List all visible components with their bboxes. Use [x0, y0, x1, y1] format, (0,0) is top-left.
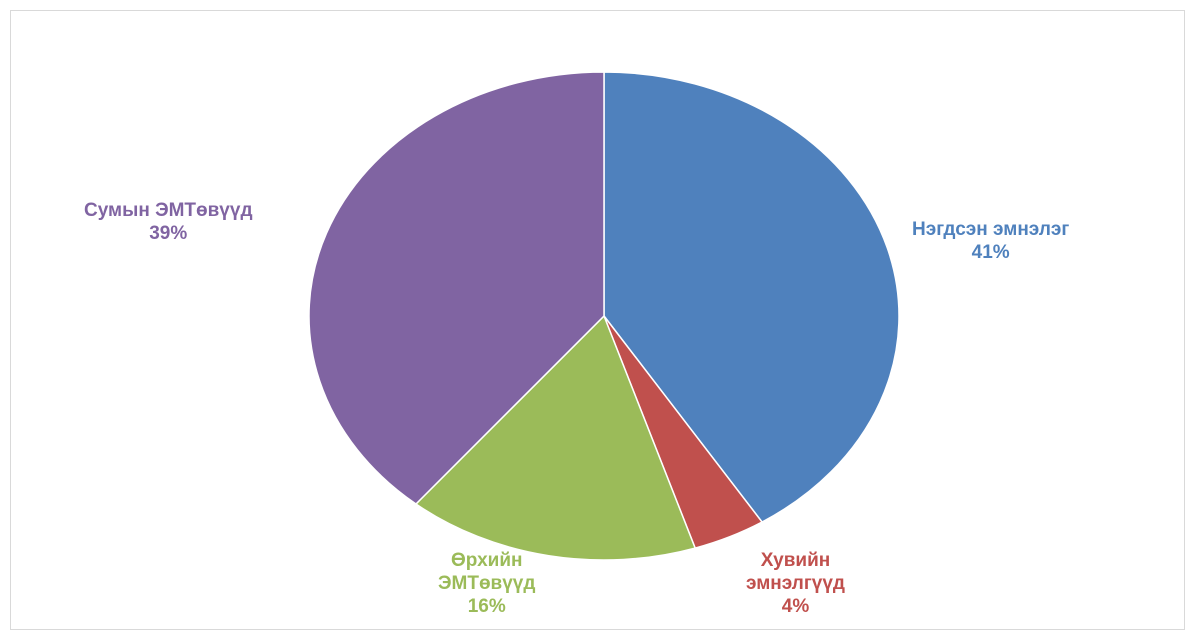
slice-label-name-line: ЭМТөвүүд: [438, 573, 536, 594]
slice-label-name-line: эмнэлгүүд: [746, 573, 845, 594]
pie-chart: [308, 71, 900, 561]
slice-label-negdsen-emneleg: Нэгдсэн эмнэлэг 41%: [912, 218, 1069, 264]
slice-label-khuviin-emnelguud: Хувийн эмнэлгүүд 4%: [746, 549, 845, 618]
slice-label-name-line: Сумын ЭМТөвүүд: [84, 200, 253, 221]
pie-slice-2: [414, 314, 697, 561]
slice-label-percent: 41%: [971, 242, 1010, 263]
pie-slice-0: [603, 71, 900, 523]
pie-slice-3: [308, 71, 605, 505]
slice-label-name-line: Хувийн: [760, 550, 831, 571]
slice-label-sumyn-emtovuud: Сумын ЭМТөвүүд 39%: [84, 199, 253, 245]
slice-label-percent: 39%: [149, 223, 188, 244]
slice-label-orkhiin-emtovuud: Өрхийн ЭМТөвүүд 16%: [438, 549, 535, 618]
slice-label-percent: 16%: [467, 596, 506, 617]
slice-label-name-line: Өрхийн: [450, 550, 523, 571]
slice-label-percent: 4%: [781, 596, 810, 617]
slice-label-name-line: Нэгдсэн эмнэлэг: [912, 219, 1070, 240]
